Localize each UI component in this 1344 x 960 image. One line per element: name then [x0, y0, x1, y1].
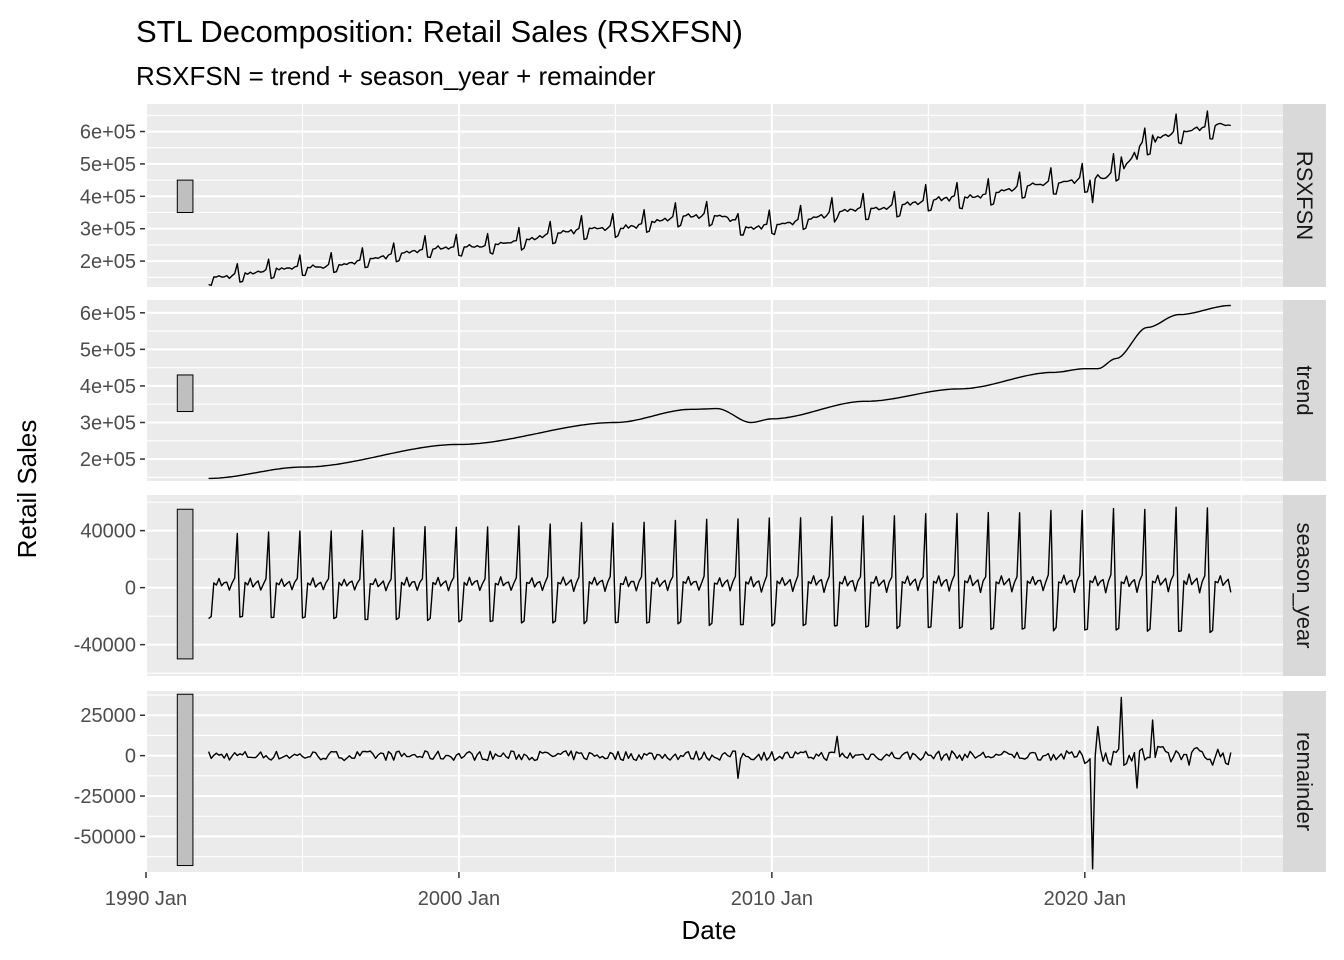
- y-tick-label: 4e+05: [80, 376, 136, 398]
- facet-panels: 2e+05 3e+05 4e+05 5e+05 6e+05 RSXFSN 2e+05 3e+0…: [74, 104, 1326, 872]
- series-line-season-year: [208, 506, 1232, 634]
- y-tick-label: 3e+05: [80, 412, 136, 434]
- panel-season-year: -40000 0 40000 season_year: [74, 495, 1326, 676]
- y-tick-label: 6e+05: [80, 122, 136, 144]
- y-tick-label: 5e+05: [80, 154, 136, 176]
- x-tick-label: 2010 Jan: [731, 888, 813, 910]
- facet-strip-label: season_year: [1292, 523, 1317, 649]
- x-tick-label: 1990 Jan: [105, 888, 187, 910]
- y-axis-title: Retail Sales: [12, 420, 42, 559]
- y-tick-label: 40000: [80, 521, 136, 543]
- y-tick-label: 2e+05: [80, 449, 136, 471]
- scale-bar: [176, 508, 194, 660]
- x-tick-label: 2020 Jan: [1044, 888, 1126, 910]
- y-tick-label: 6e+05: [80, 303, 136, 325]
- series-line-RSXFSN: [208, 110, 1231, 287]
- x-axis-title: Date: [682, 915, 737, 945]
- y-tick-label: 0: [125, 746, 136, 768]
- panel-background: [146, 300, 1283, 481]
- x-axis: 1990 Jan 2000 Jan 2010 Jan 2020 Jan: [105, 872, 1126, 910]
- panel-background: [146, 691, 1283, 872]
- y-tick-label: -25000: [74, 786, 136, 808]
- y-tick-label: 0: [125, 578, 136, 600]
- scale-bar: [176, 179, 194, 214]
- facet-strip: [1283, 300, 1326, 481]
- y-tick-label: -50000: [74, 826, 136, 848]
- panel-remainder: -50000 -25000 0 25000 remainder: [74, 691, 1326, 872]
- facet-strip: [1283, 495, 1326, 676]
- y-tick-label: 4e+05: [80, 186, 136, 208]
- facet-strip-label: trend: [1292, 365, 1317, 415]
- facet-strip: [1283, 691, 1326, 872]
- y-tick-label: 3e+05: [80, 219, 136, 241]
- y-tick-label: -40000: [74, 635, 136, 657]
- y-tick-label: 5e+05: [80, 339, 136, 361]
- facet-strip-label: remainder: [1292, 732, 1317, 831]
- facet-strip-label: RSXFSN: [1292, 151, 1317, 240]
- panel-RSXFSN: 2e+05 3e+05 4e+05 5e+05 6e+05 RSXFSN: [80, 104, 1326, 287]
- x-tick-label: 2000 Jan: [418, 888, 500, 910]
- y-tick-label: 25000: [80, 705, 136, 727]
- series-line-trend: [208, 304, 1231, 480]
- scale-bar: [176, 374, 194, 413]
- chart-title: STL Decomposition: Retail Sales (RSXFSN): [136, 14, 743, 49]
- facet-strip: [1283, 104, 1326, 287]
- chart-subtitle: RSXFSN = trend + season_year + remainder: [136, 61, 656, 91]
- panel-trend: 2e+05 3e+05 4e+05 5e+05 6e+05 trend: [80, 300, 1326, 481]
- scale-bar: [176, 693, 194, 867]
- series-line-remainder: [207, 696, 1232, 870]
- y-tick-label: 2e+05: [80, 251, 136, 273]
